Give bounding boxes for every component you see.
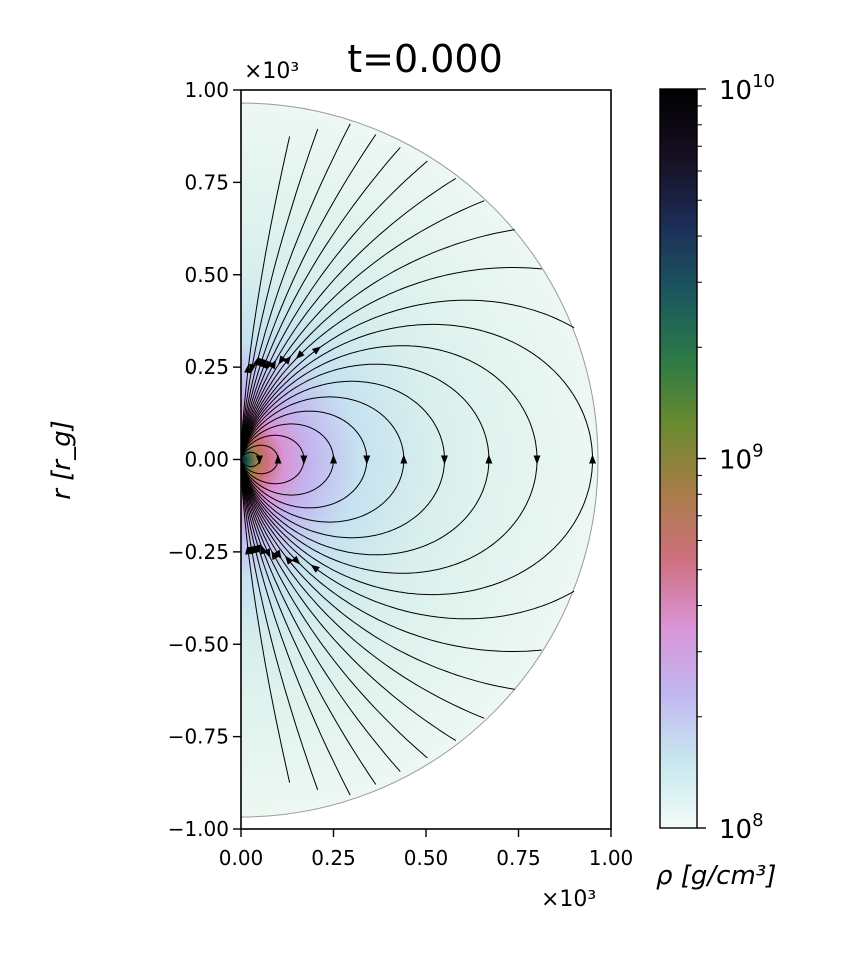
streamline-arrow — [295, 350, 305, 360]
streamline-arrow — [310, 564, 320, 573]
streamline-arrow — [273, 549, 282, 560]
streamline-arrow — [300, 455, 308, 465]
streamline-arrow — [284, 555, 294, 565]
streamline-arrow — [311, 346, 322, 355]
y-tick-label: −0.50 — [168, 632, 229, 656]
chart-title: t=0.000 — [347, 37, 503, 81]
x-tick-label: 0.75 — [496, 846, 541, 870]
streamline-arrow — [254, 544, 262, 554]
y-tick-label: 0.00 — [184, 448, 229, 472]
y-tick-label: 0.25 — [184, 355, 229, 379]
y-tick-label: 1.00 — [184, 78, 229, 102]
y-axis-label: r [r_g] — [47, 420, 77, 499]
colorbar-gradient — [659, 88, 698, 829]
streamline-arrow — [244, 363, 252, 374]
streamline-arrow — [266, 360, 274, 371]
colorbar-ticks: 1010 109 108 — [697, 71, 775, 845]
density-field — [240, 102, 599, 818]
plot-area — [240, 89, 612, 830]
y-axis: 1.00 0.75 0.50 0.25 0.00 −0.25 −0.50 −0.75 −1.00 — [168, 78, 241, 841]
streamline-arrow — [400, 454, 408, 464]
streamline-arrow — [363, 455, 371, 465]
streamline-arrow — [485, 454, 493, 464]
streamline-arrow — [255, 455, 263, 465]
streamline-arrow — [282, 355, 292, 365]
streamline-arrow — [589, 454, 597, 464]
colorbar: 1010 109 108 ρ [g/cm³] — [656, 71, 776, 891]
streamline-arrow — [249, 363, 256, 374]
y-tick-label: −1.00 — [168, 817, 229, 841]
streamline-arrow — [260, 358, 267, 369]
streamline-arrow — [278, 355, 287, 365]
y-tick-label: −0.75 — [168, 725, 229, 749]
x-tick-label: 0.00 — [219, 846, 264, 870]
streamline-arrow — [253, 356, 260, 366]
colorbar-tick-label: 1010 — [719, 71, 775, 106]
y-tick-label: 0.50 — [184, 263, 229, 287]
streamline-arrow — [271, 550, 279, 561]
streamline-arrow — [260, 544, 268, 555]
y-tick-label: 0.75 — [184, 170, 229, 194]
streamline-arrow — [258, 357, 266, 368]
streamline-arrow — [247, 546, 255, 556]
colorbar-label: ρ [g/cm³] — [656, 861, 776, 891]
x-multiplier: ×10³ — [541, 887, 596, 912]
x-axis: 0.00 0.25 0.50 0.75 1.00 — [219, 829, 634, 870]
streamline-arrow — [291, 555, 301, 565]
x-tick-label: 1.00 — [589, 846, 634, 870]
x-tick-label: 0.25 — [311, 846, 356, 870]
streamline-arrow — [268, 359, 277, 370]
colorbar-tick-label: 108 — [719, 810, 764, 845]
colorbar-tick-label: 109 — [719, 441, 764, 476]
streamline-arrow — [274, 454, 282, 464]
y-tick-label: −0.25 — [168, 540, 229, 564]
streamlines — [241, 123, 597, 796]
y-multiplier: ×10³ — [244, 59, 299, 84]
x-tick-label: 0.50 — [404, 846, 449, 870]
streamline-arrow — [245, 545, 253, 555]
streamline-arrow — [533, 455, 541, 465]
streamline-arrow — [330, 454, 338, 464]
colorbar-minor-ticks — [697, 105, 702, 718]
streamline-arrow — [440, 455, 448, 465]
